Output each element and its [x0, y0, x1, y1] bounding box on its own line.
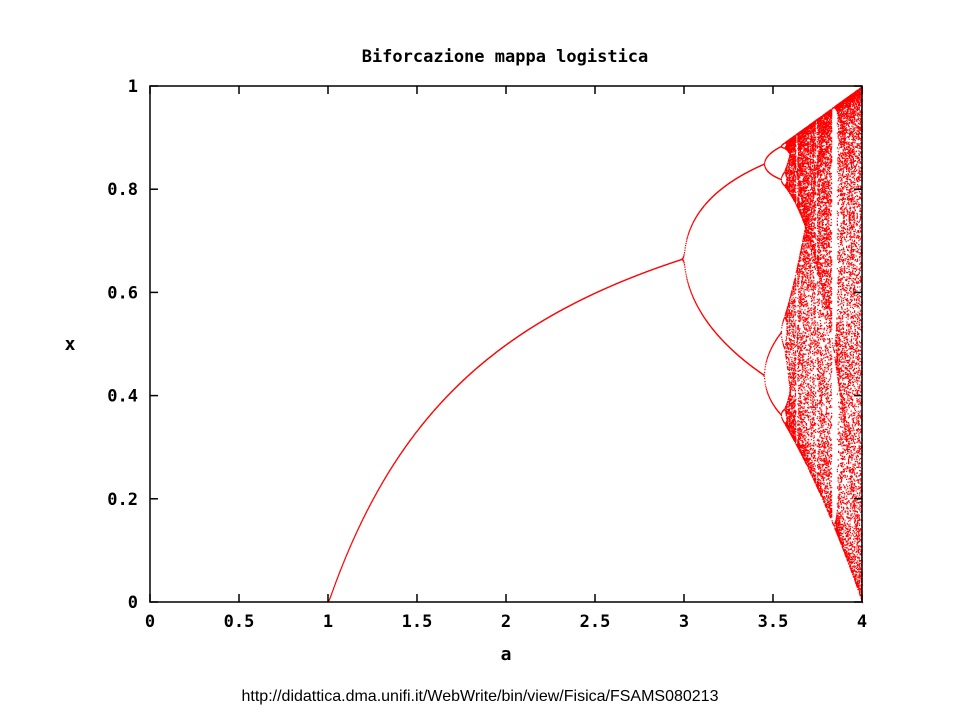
x-axis-ticks: 0 0.5 1 1.5 2 2.5 3 3.5 4	[145, 86, 867, 632]
y-tick-label: 0.2	[107, 490, 138, 510]
y-axis-ticks: 0 0.2 0.4 0.6 0.8 1	[107, 77, 862, 613]
x-tick-label: 1	[323, 612, 333, 632]
y-axis-label: x	[65, 334, 76, 355]
bifurcation-points-path	[328, 86, 864, 604]
y-tick-label: 1	[128, 77, 138, 97]
x-tick-label: 3.5	[758, 612, 789, 632]
x-tick-label: 2.5	[580, 612, 611, 632]
y-tick-label: 0	[128, 593, 138, 613]
chart-title: Biforcazione mappa logistica	[362, 47, 649, 67]
source-caption: http://didattica.dma.unifi.it/WebWrite/b…	[241, 688, 719, 705]
x-tick-label: 4	[857, 612, 867, 632]
x-tick-label: 0	[145, 612, 155, 632]
bifurcation-points	[328, 86, 864, 604]
x-tick-label: 0.5	[224, 612, 255, 632]
x-tick-label: 2	[501, 612, 511, 632]
plot-frame	[149, 85, 863, 603]
y-tick-label: 0.4	[107, 387, 138, 407]
y-tick-label: 0.8	[107, 180, 138, 200]
y-tick-label: 0.6	[107, 283, 138, 303]
x-tick-label: 1.5	[402, 612, 433, 632]
x-axis-label: a	[501, 644, 512, 665]
x-tick-label: 3	[679, 612, 689, 632]
